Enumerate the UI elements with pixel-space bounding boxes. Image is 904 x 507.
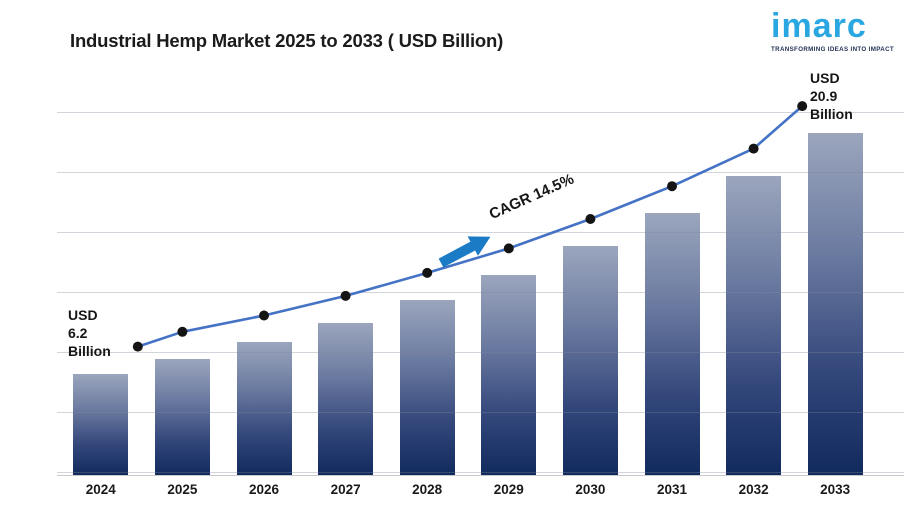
end-value-line2: Billion (810, 106, 853, 122)
gridline (57, 352, 904, 353)
chart-title: Industrial Hemp Market 2025 to 2033 ( US… (70, 30, 504, 51)
axis-label-2026: 2026 (248, 482, 280, 497)
data-point-2028 (422, 267, 433, 278)
data-point-2029 (503, 243, 514, 254)
cagr-arrow-icon (438, 236, 491, 268)
bar-2028 (399, 300, 455, 475)
axis-label-2030: 2030 (575, 482, 606, 497)
bar-2030 (562, 246, 618, 475)
bar-2027 (318, 323, 374, 475)
bar-2024 (73, 374, 129, 475)
data-point-2033 (797, 101, 808, 112)
data-point-2032 (748, 143, 759, 154)
data-point-markers (132, 101, 808, 352)
bar-2033 (807, 133, 863, 475)
axis-label-2032: 2032 (738, 482, 769, 497)
imarc-logo: imarc TRANSFORMING IDEAS INTO IMPACT (771, 8, 895, 53)
start-value-line1: USD 6.2 (68, 307, 98, 341)
data-point-2026 (259, 310, 269, 321)
end-value-label: USD 20.9 Billion (810, 69, 853, 123)
axis-label-2025: 2025 (167, 482, 198, 497)
start-value-label: USD 6.2 Billion (68, 306, 111, 360)
gridline (57, 472, 904, 473)
axis-label-2033: 2033 (820, 482, 851, 497)
bar-2026 (236, 342, 292, 475)
axis-label-2027: 2027 (330, 482, 361, 497)
bar-2025 (154, 359, 210, 475)
axis-label-2028: 2028 (412, 482, 443, 497)
axis-label-2029: 2029 (493, 482, 524, 497)
data-point-2027 (340, 290, 351, 301)
bar-2032 (726, 176, 782, 475)
gridline (57, 232, 904, 233)
imarc-logo-wordmark: imarc (771, 7, 867, 45)
gridline (57, 172, 904, 173)
data-point-2025 (177, 326, 188, 337)
data-point-2030 (585, 214, 596, 224)
imarc-logo-tagline: TRANSFORMING IDEAS INTO IMPACT (771, 45, 895, 53)
gridline (57, 412, 904, 413)
end-value-line1: USD 20.9 (810, 70, 840, 104)
data-point-2024 (132, 341, 143, 352)
start-value-line2: Billion (68, 343, 111, 359)
bar-2031 (644, 213, 700, 475)
gridline (57, 112, 904, 113)
data-point-2031 (667, 181, 677, 192)
axis-label-2031: 2031 (656, 482, 688, 497)
axis-label-2024: 2024 (85, 482, 116, 497)
trend-line (136, 104, 804, 348)
gridline (57, 292, 904, 293)
x-axis-line (57, 475, 904, 476)
bar-2029 (481, 275, 537, 475)
